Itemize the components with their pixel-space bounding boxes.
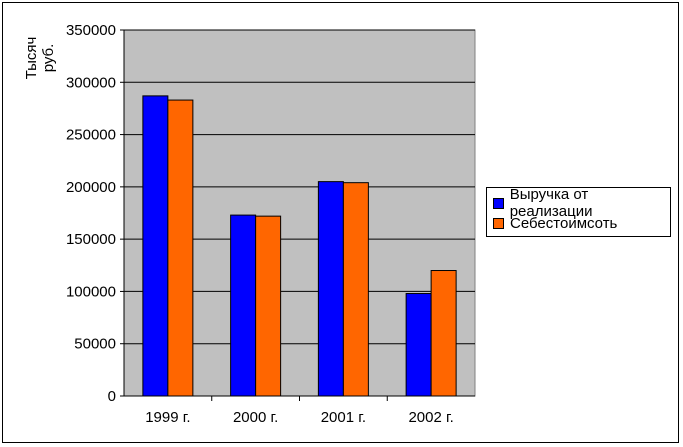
y-tick-label: 0	[108, 388, 116, 405]
y-tick-label: 50000	[74, 336, 116, 353]
legend-item-cost: Себестоимсоть	[493, 214, 617, 232]
bar-cost	[255, 215, 282, 397]
legend-item-revenue: Выручка от реализации	[493, 186, 670, 220]
x-tick-label: 1999 г.	[145, 409, 190, 426]
y-axis-title-line-1: Тысяч	[23, 37, 40, 80]
bar-cost	[430, 270, 457, 397]
legend: Выручка от реализации Себестоимсоть	[486, 186, 671, 237]
y-tick-label: 200000	[66, 179, 116, 196]
y-tick-label: 350000	[66, 22, 116, 39]
bar-revenue	[142, 95, 169, 397]
bar-cost	[342, 182, 369, 397]
y-tick-label: 100000	[66, 283, 116, 300]
x-tick-label: 2001 г.	[321, 409, 366, 426]
bar-cost	[167, 99, 194, 397]
bar-revenue	[230, 214, 257, 397]
y-axis-title-line-2: руб.	[40, 44, 57, 73]
y-tick-label: 250000	[66, 127, 116, 144]
x-tick-label: 2002 г.	[408, 409, 453, 426]
legend-swatch-cost	[493, 217, 504, 229]
bar-revenue	[405, 293, 432, 397]
bar-revenue	[317, 181, 344, 397]
y-tick-label: 150000	[66, 231, 116, 248]
y-tick-label: 300000	[66, 74, 116, 91]
x-tick-label: 2000 г.	[233, 409, 278, 426]
legend-swatch-revenue	[493, 197, 504, 209]
legend-label-cost: Себестоимсоть	[510, 214, 618, 232]
legend-label-revenue: Выручка от реализации	[509, 186, 593, 220]
